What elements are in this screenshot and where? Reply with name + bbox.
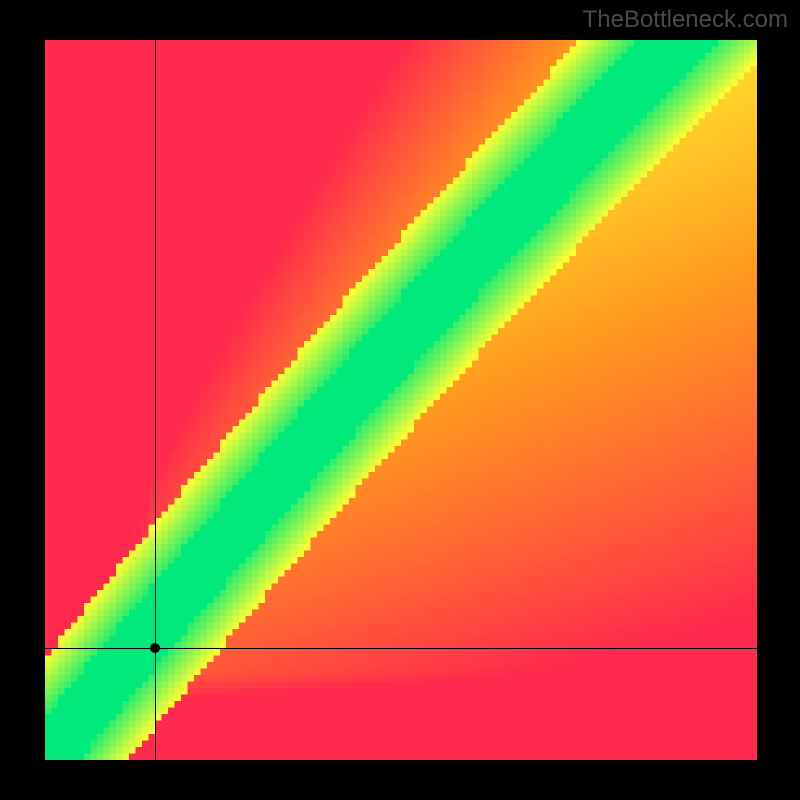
watermark-text: TheBottleneck.com [583,6,788,34]
heatmap-plot [45,40,757,760]
chart-frame: TheBottleneck.com [0,0,800,800]
